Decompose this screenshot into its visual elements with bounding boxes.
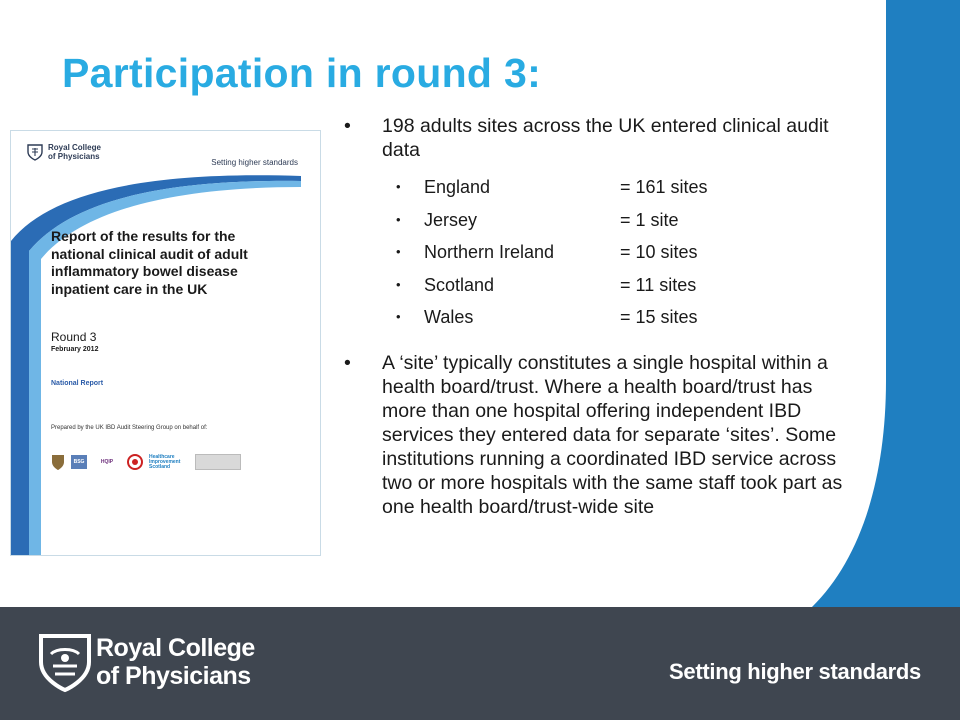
site-row: • Wales = 15 sites <box>340 306 860 339</box>
site-row: • Jersey = 1 site <box>340 209 860 242</box>
sub-bullet-icon: • <box>396 244 401 259</box>
site-count: = 1 site <box>620 209 679 230</box>
rcp-crest-icon <box>39 634 91 693</box>
report-cover-image: Royal College of Physicians Setting high… <box>10 130 321 556</box>
partner-circle-logo <box>127 454 143 470</box>
report-date: February 2012 <box>51 346 99 353</box>
report-type: National Report <box>51 380 104 387</box>
rcp-crest-icon <box>27 144 43 161</box>
site-country: Jersey <box>424 209 478 230</box>
bullet-icon: • <box>344 115 351 137</box>
partner-wales-logo <box>195 454 241 470</box>
report-prepared-by: Prepared by the UK IBD Audit Steering Gr… <box>51 425 208 431</box>
sub-bullet-icon: • <box>396 276 401 292</box>
partner-hqip-logo: HQIP <box>100 459 114 465</box>
site-count: = 11 sites <box>620 274 697 295</box>
bullet-sites-summary-text: 198 adults sites across the UK entered c… <box>382 115 829 161</box>
footer-org-line2: of Physicians <box>96 662 251 690</box>
site-country: Wales <box>424 307 474 327</box>
bullet-sites-summary: • 198 adults sites across the UK entered… <box>340 114 860 162</box>
footer-bar: Royal College of Physicians Setting high… <box>0 607 960 720</box>
footer-org-name: Royal College of Physicians <box>96 634 255 690</box>
sub-bullet-icon: • <box>396 309 401 324</box>
site-count: = 161 sites <box>620 177 708 197</box>
report-rcp-logo: Royal College of Physicians <box>26 143 101 161</box>
site-country: Northern Ireland <box>424 242 555 262</box>
report-logo-line2: of Physicians <box>48 152 100 161</box>
report-tagline: Setting higher standards <box>211 158 298 167</box>
site-row: • Northern Ireland = 10 sites <box>340 241 860 274</box>
report-title: Report of the results for the national c… <box>51 228 248 297</box>
partner-logos: BSG HQIP Healthcare Improvement Scotland <box>51 453 241 471</box>
site-country: Scotland <box>424 274 495 295</box>
content-bullets: • 198 adults sites across the UK entered… <box>340 114 860 519</box>
slide-title: Participation in round 3: <box>62 50 542 96</box>
bullet-icon: • <box>344 351 351 374</box>
site-row: • Scotland = 11 sites <box>340 274 860 307</box>
sub-bullet-icon: • <box>396 179 401 194</box>
site-count: = 10 sites <box>620 242 698 262</box>
site-row: • England = 161 sites <box>340 176 860 209</box>
footer-org-line1: Royal College <box>96 634 255 662</box>
bullet-site-definition: • A ‘site’ typically constitutes a singl… <box>340 351 860 519</box>
partner-bsg-logo: BSG <box>71 455 87 469</box>
partner-crest-logo <box>51 453 65 471</box>
partner-his-logo: Healthcare Improvement Scotland <box>149 453 181 470</box>
bullet-site-definition-text: A ‘site’ typically constitutes a single … <box>382 351 843 518</box>
report-round: Round 3 <box>51 330 97 344</box>
sub-bullet-icon: • <box>396 211 401 227</box>
site-country: England <box>424 177 491 197</box>
site-count: = 15 sites <box>620 307 698 327</box>
report-logo-line1: Royal College <box>48 143 101 152</box>
footer-tagline: Setting higher standards <box>669 659 921 684</box>
